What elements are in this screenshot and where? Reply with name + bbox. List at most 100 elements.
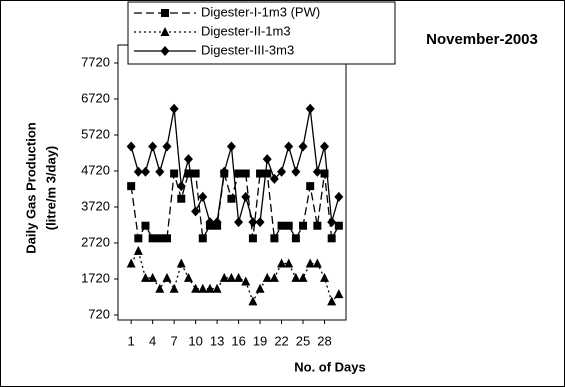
data-point (141, 221, 150, 230)
data-point (241, 191, 251, 202)
data-point (270, 234, 279, 243)
data-point (155, 234, 164, 243)
legend-marker (160, 46, 170, 56)
data-point (334, 191, 344, 202)
x-tick-label: 4 (149, 333, 156, 348)
data-point (191, 283, 201, 293)
data-point (169, 103, 179, 114)
data-point (162, 234, 171, 243)
y-tick-label: 720 (88, 306, 110, 321)
y-axis-label: (litre/m 3/day) (43, 146, 58, 231)
x-tick-label: 7 (171, 333, 178, 348)
data-point (334, 289, 344, 299)
y-tick-label: 3720 (81, 198, 110, 213)
data-point (140, 272, 150, 282)
data-point (262, 272, 272, 282)
x-tick-label: 10 (188, 333, 202, 348)
data-point (312, 258, 322, 268)
y-axis-label: Daily Gas Production (23, 122, 38, 254)
data-point (127, 182, 136, 191)
data-point (248, 234, 257, 243)
x-tick-label: 25 (296, 333, 310, 348)
legend-label: Digester-II-1m3 (201, 23, 291, 38)
data-point (327, 296, 337, 306)
y-tick-label: 7720 (81, 54, 110, 69)
data-point (148, 234, 157, 243)
legend-box (127, 1, 396, 65)
data-point (183, 154, 193, 165)
data-point (277, 166, 287, 177)
data-point (219, 166, 229, 177)
data-point (162, 272, 172, 282)
y-tick-label: 6720 (81, 90, 110, 105)
y-tick-label: 2720 (81, 234, 110, 249)
x-tick-label: 13 (210, 333, 224, 348)
data-point (320, 169, 329, 178)
data-point (212, 283, 222, 293)
x-tick-label: 22 (274, 333, 288, 348)
data-point (306, 182, 315, 191)
data-point (219, 272, 229, 282)
data-point (198, 283, 208, 293)
data-point (284, 221, 293, 230)
legend-marker (161, 9, 169, 17)
series-line (130, 249, 340, 303)
legend-marker (160, 27, 170, 36)
x-tick-label: 16 (231, 333, 245, 348)
data-point (284, 258, 294, 268)
data-point (234, 217, 244, 228)
data-point (248, 217, 258, 228)
data-point (170, 169, 179, 178)
data-point (227, 194, 236, 203)
data-point (298, 272, 308, 282)
data-point (313, 221, 322, 230)
data-point (241, 276, 251, 286)
data-point (226, 141, 236, 152)
data-point (155, 283, 165, 293)
data-point (305, 103, 315, 114)
data-point (277, 258, 287, 268)
data-point (198, 191, 208, 202)
data-point (269, 272, 279, 282)
data-point (234, 169, 243, 178)
data-point (184, 169, 193, 178)
data-point (140, 166, 150, 177)
x-tick-label: 1 (128, 333, 135, 348)
data-point (198, 234, 207, 243)
data-point (327, 217, 337, 228)
data-point (177, 194, 186, 203)
data-point (183, 272, 193, 282)
data-point (312, 166, 322, 177)
data-point (298, 141, 308, 152)
data-point (191, 206, 201, 217)
data-point (234, 272, 244, 282)
y-tick-label: 5720 (81, 126, 110, 141)
data-point (241, 169, 250, 178)
data-point (148, 272, 158, 282)
series-line (130, 108, 340, 223)
y-tick-label: 4720 (81, 162, 110, 177)
x-tick-label: 19 (253, 333, 267, 348)
data-point (320, 141, 330, 152)
data-point (299, 221, 308, 230)
data-point (126, 258, 136, 268)
y-tick-label: 1720 (81, 270, 110, 285)
data-point (334, 221, 343, 230)
data-point (284, 141, 294, 152)
data-point (155, 166, 165, 177)
data-point (248, 296, 258, 306)
data-point (205, 283, 215, 293)
chart-title: November-2003 (426, 31, 538, 48)
data-point (291, 166, 301, 177)
data-point (162, 141, 172, 152)
data-point (277, 221, 286, 230)
data-point (133, 166, 143, 177)
legend-label: Digester-III-3m3 (201, 42, 294, 57)
data-point (134, 234, 143, 243)
data-point (269, 173, 279, 184)
data-point (212, 217, 222, 228)
data-point (305, 258, 315, 268)
data-point (291, 234, 300, 243)
data-point (205, 217, 215, 228)
